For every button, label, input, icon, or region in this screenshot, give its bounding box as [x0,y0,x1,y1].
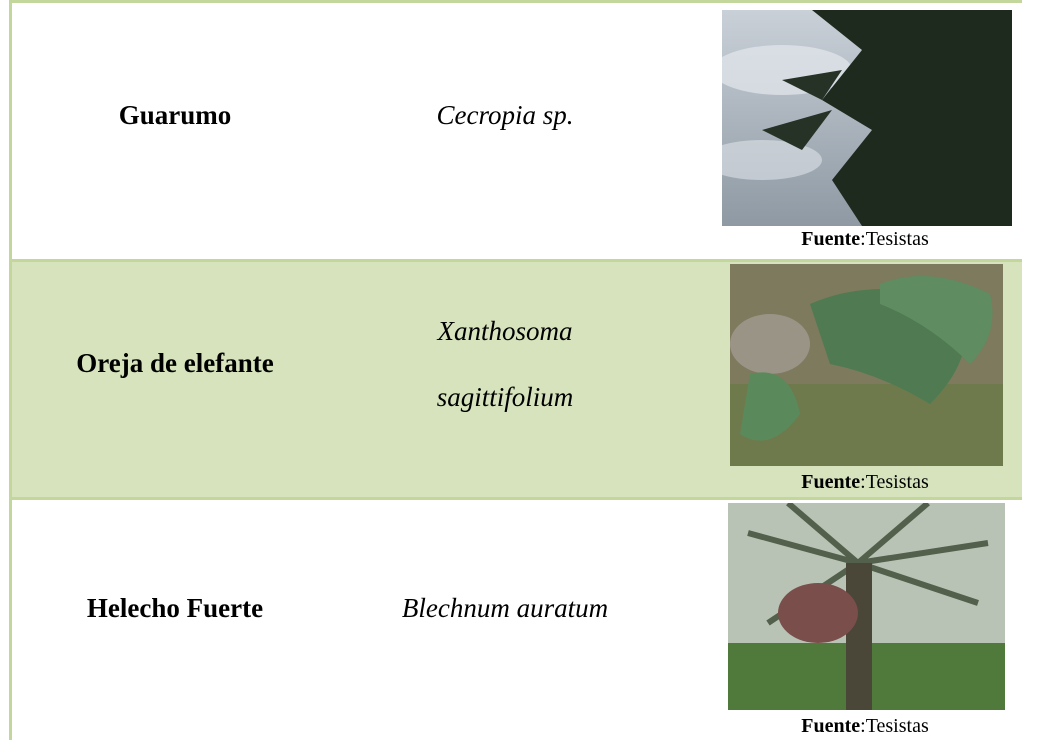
photo [730,264,1003,466]
photo [722,10,1012,226]
caption-text: :Tesistas [860,471,929,493]
scientific-name: Cecropia sp. [436,100,574,130]
photo [728,503,1005,710]
table-border [9,0,12,740]
common-name: Oreja de elefante [76,348,274,378]
common-name: Guarumo [118,100,232,130]
scientific-name: Blechnum auratum [401,593,609,623]
caption-text: :Tesistas [860,715,929,737]
row-border [10,497,1022,500]
caption-text: :Tesistas [860,228,929,250]
photo-caption: Fuente:Tesistas [700,228,1030,251]
photo-caption: Fuente:Tesistas [700,471,1030,494]
row-border [10,259,1022,262]
photo-caption: Fuente:Tesistas [700,715,1030,738]
scientific-name: Xanthosoma [437,316,573,346]
table-border [10,0,1022,3]
caption-label: Fuente [801,471,861,493]
scientific-name: sagittifolium [436,382,574,412]
common-name: Helecho Fuerte [86,593,264,623]
caption-label: Fuente [801,228,861,250]
caption-label: Fuente [801,715,861,737]
